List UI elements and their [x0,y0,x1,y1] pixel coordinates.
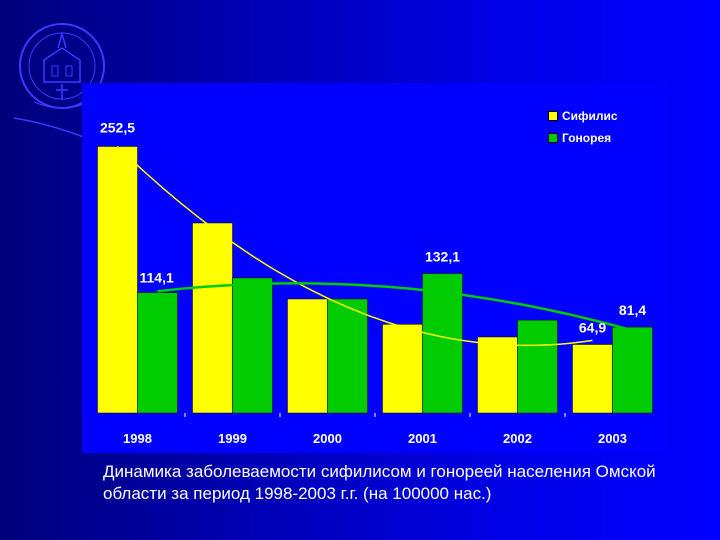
bar-syphilis-1998 [97,146,138,414]
data-labels-layer: 252,5 114,1 132,1 64,9 81,4 [100,119,646,335]
bar-syphilis-1999 [192,222,233,414]
chart-legend: Сифилис Гонорея [548,105,618,149]
bar-gonorrhea-2003 [612,326,653,414]
legend-swatch-gonorrhea [548,133,558,143]
data-label-syphilis-2003: 64,9 [579,319,606,335]
legend-label-syphilis: Сифилис [562,109,618,123]
x-tick-label-1999: 1999 [218,431,247,446]
data-label-syphilis-1998: 252,5 [100,119,135,135]
chart-panel: 1998 1999 2000 2001 2002 2003 252,5 114,1 132,1… [82,83,668,453]
data-label-gonorrhea-2001: 132,1 [425,249,460,265]
legend-item-gonorrhea: Гонорея [548,127,618,149]
chart-caption: Динамика заболеваемости сифилисом и гоно… [103,462,656,503]
data-label-gonorrhea-1998: 114,1 [140,270,174,286]
bar-syphilis-2003 [572,344,613,414]
x-tick-label-2002: 2002 [503,431,532,446]
chart-canvas: 1998 1999 2000 2001 2002 2003 252,5 114,1 132,1… [97,119,653,446]
bar-gonorrhea-2000 [327,298,368,414]
legend-label-gonorrhea: Гонорея [562,131,612,145]
bar-syphilis-2001 [382,324,423,414]
bar-gonorrhea-1999 [232,277,273,414]
x-tick-label-1998: 1998 [123,431,152,446]
legend-swatch-syphilis [548,111,558,121]
bar-gonorrhea-2001 [422,273,463,414]
bars-layer [97,146,653,414]
data-label-gonorrhea-2003: 81,4 [619,302,646,318]
x-axis: 1998 1999 2000 2001 2002 2003 [123,413,627,446]
trendline-gonorrhea [157,282,633,332]
x-tick-label-2003: 2003 [598,431,627,446]
bar-syphilis-2002 [477,336,518,414]
bar-gonorrhea-1998 [137,292,178,414]
trendline-syphilis [116,145,593,347]
legend-item-syphilis: Сифилис [548,105,618,127]
bar-gonorrhea-2002 [517,319,558,414]
bar-syphilis-2000 [287,298,328,414]
x-tick-label-2000: 2000 [313,431,342,446]
x-tick-label-2001: 2001 [408,431,437,446]
trendlines-layer [116,145,633,347]
